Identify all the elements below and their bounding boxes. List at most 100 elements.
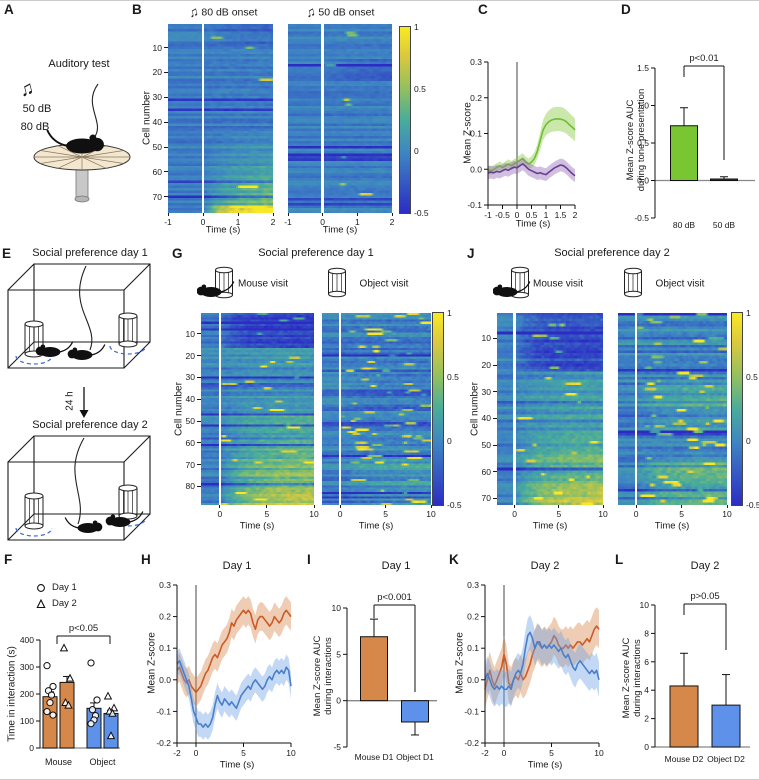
svg-text:Mouse D1: Mouse D1 xyxy=(355,752,394,762)
arena-box xyxy=(7,263,151,369)
x-tick-label: 0 xyxy=(337,509,343,519)
y-tick xyxy=(164,196,168,198)
bar xyxy=(360,636,388,702)
x-tick xyxy=(237,213,239,216)
x-tick xyxy=(385,505,387,508)
panel-c-label: C xyxy=(478,2,488,17)
svg-text:4: 4 xyxy=(644,685,649,695)
svg-text:-0.1: -0.1 xyxy=(156,706,171,716)
bar xyxy=(401,700,429,723)
stimulus-cup-left xyxy=(24,492,44,530)
x-tick-label: 10 xyxy=(309,509,319,519)
bar xyxy=(669,685,699,748)
colorbar-tick-label: -0.5 xyxy=(414,208,429,218)
panel-f-label: F xyxy=(4,552,13,567)
svg-text:400: 400 xyxy=(20,635,34,645)
x-tick xyxy=(635,505,637,508)
svg-text:8: 8 xyxy=(644,628,649,638)
svg-text:0.0: 0.0 xyxy=(467,675,479,685)
onset-line xyxy=(218,313,222,505)
svg-text:p<0.01: p<0.01 xyxy=(689,53,718,64)
x-tick xyxy=(322,213,324,216)
data-point-triangle xyxy=(103,691,113,700)
auc-axis-label: Mean Z-score AUC during interactions xyxy=(621,637,643,719)
social-day2-title: Social preference day 2 xyxy=(32,419,148,431)
svg-text:1.5: 1.5 xyxy=(637,63,649,73)
svg-text:0: 0 xyxy=(29,743,34,753)
svg-text:5: 5 xyxy=(549,748,554,758)
svg-text:0.3: 0.3 xyxy=(159,580,171,590)
series-line xyxy=(484,625,600,690)
x-tick-label: 5 xyxy=(679,509,684,519)
panel-b-label: B xyxy=(132,2,142,17)
x-tick xyxy=(219,505,221,508)
y-tick xyxy=(197,398,201,400)
svg-text:1.5: 1.5 xyxy=(555,210,567,220)
panel-e-label: E xyxy=(2,246,12,261)
svg-text:10: 10 xyxy=(286,748,296,758)
x-tick-label: 0 xyxy=(217,509,223,519)
j-title: Social preference day 2 xyxy=(554,247,670,259)
x-tick xyxy=(272,213,274,216)
svg-text:Object D1: Object D1 xyxy=(396,752,434,762)
pedestal xyxy=(75,168,89,200)
object-visit-label: Object visit xyxy=(655,278,705,290)
svg-text:10: 10 xyxy=(332,603,342,613)
svg-text:-0.2: -0.2 xyxy=(464,738,479,748)
arena-day2-illustration xyxy=(7,435,151,541)
x-tick xyxy=(558,505,560,508)
object-visit-label: Object visit xyxy=(359,278,409,290)
svg-text:-5: -5 xyxy=(333,742,341,752)
heatmap-title-80db: ♫ 80 dB onset xyxy=(186,3,258,21)
y-tick-label: 50 xyxy=(481,440,491,450)
time-axis-label: Time (s) xyxy=(205,224,241,236)
heatmap-50db-onset xyxy=(288,24,392,213)
svg-text:10: 10 xyxy=(594,748,604,758)
y-tick-label: 30 xyxy=(185,372,195,383)
svg-text:0.2: 0.2 xyxy=(467,612,479,622)
y-tick xyxy=(493,497,497,499)
colorbar-tick-label: 0 xyxy=(414,146,419,156)
colorbar-b xyxy=(399,26,411,214)
auc-axis-label: Mean Z-score AUC during interactions xyxy=(312,635,334,717)
time-axis-label: Time (s) xyxy=(322,224,358,236)
onset-line xyxy=(513,313,516,505)
x-tick-label: 2 xyxy=(270,217,276,227)
social-day1-title: Social preference day 1 xyxy=(32,247,148,259)
svg-text:0.1: 0.1 xyxy=(467,643,479,653)
data-point-circle xyxy=(88,706,97,714)
level-80db-label: 80 dB xyxy=(20,121,50,133)
colorbar-g xyxy=(432,312,444,506)
triangle-marker-icon xyxy=(36,598,46,608)
series-line xyxy=(176,659,292,729)
x-tick xyxy=(681,505,683,508)
y-tick xyxy=(164,171,168,173)
time-axis-label: Time (s) xyxy=(654,520,690,532)
x-tick xyxy=(602,505,604,508)
mouse-silhouette xyxy=(197,281,235,297)
data-point-triangle xyxy=(59,643,69,652)
svg-text:-1: -1 xyxy=(484,210,492,220)
disk-spokes xyxy=(34,144,130,170)
figure-top-rule xyxy=(0,0,759,1)
x-tick xyxy=(266,505,268,508)
time-axis-label: Time (s) xyxy=(239,520,275,532)
data-point-circle xyxy=(87,659,95,667)
x-tick-label: 2 xyxy=(389,217,395,227)
y-tick-label: 60 xyxy=(481,466,491,477)
stimulus-mouse xyxy=(35,341,74,357)
x-tick-label: 5 xyxy=(264,509,270,519)
y-tick-label: 70 xyxy=(481,493,491,504)
cup-icon xyxy=(624,267,642,298)
y-tick-label: 20 xyxy=(152,67,162,78)
x-tick-label: 10 xyxy=(722,509,732,519)
auditory-setup-illustration xyxy=(33,83,131,203)
svg-text:200: 200 xyxy=(20,689,34,699)
x-tick xyxy=(313,505,315,508)
svg-text:-0.5: -0.5 xyxy=(634,213,649,223)
data-point-circle xyxy=(90,716,98,724)
y-tick xyxy=(493,444,497,446)
colorbar-tick-label: 1 xyxy=(746,308,751,318)
interaction-time-axis-label: Time in interaction (s) xyxy=(6,646,18,742)
data-point-circle xyxy=(91,712,100,720)
